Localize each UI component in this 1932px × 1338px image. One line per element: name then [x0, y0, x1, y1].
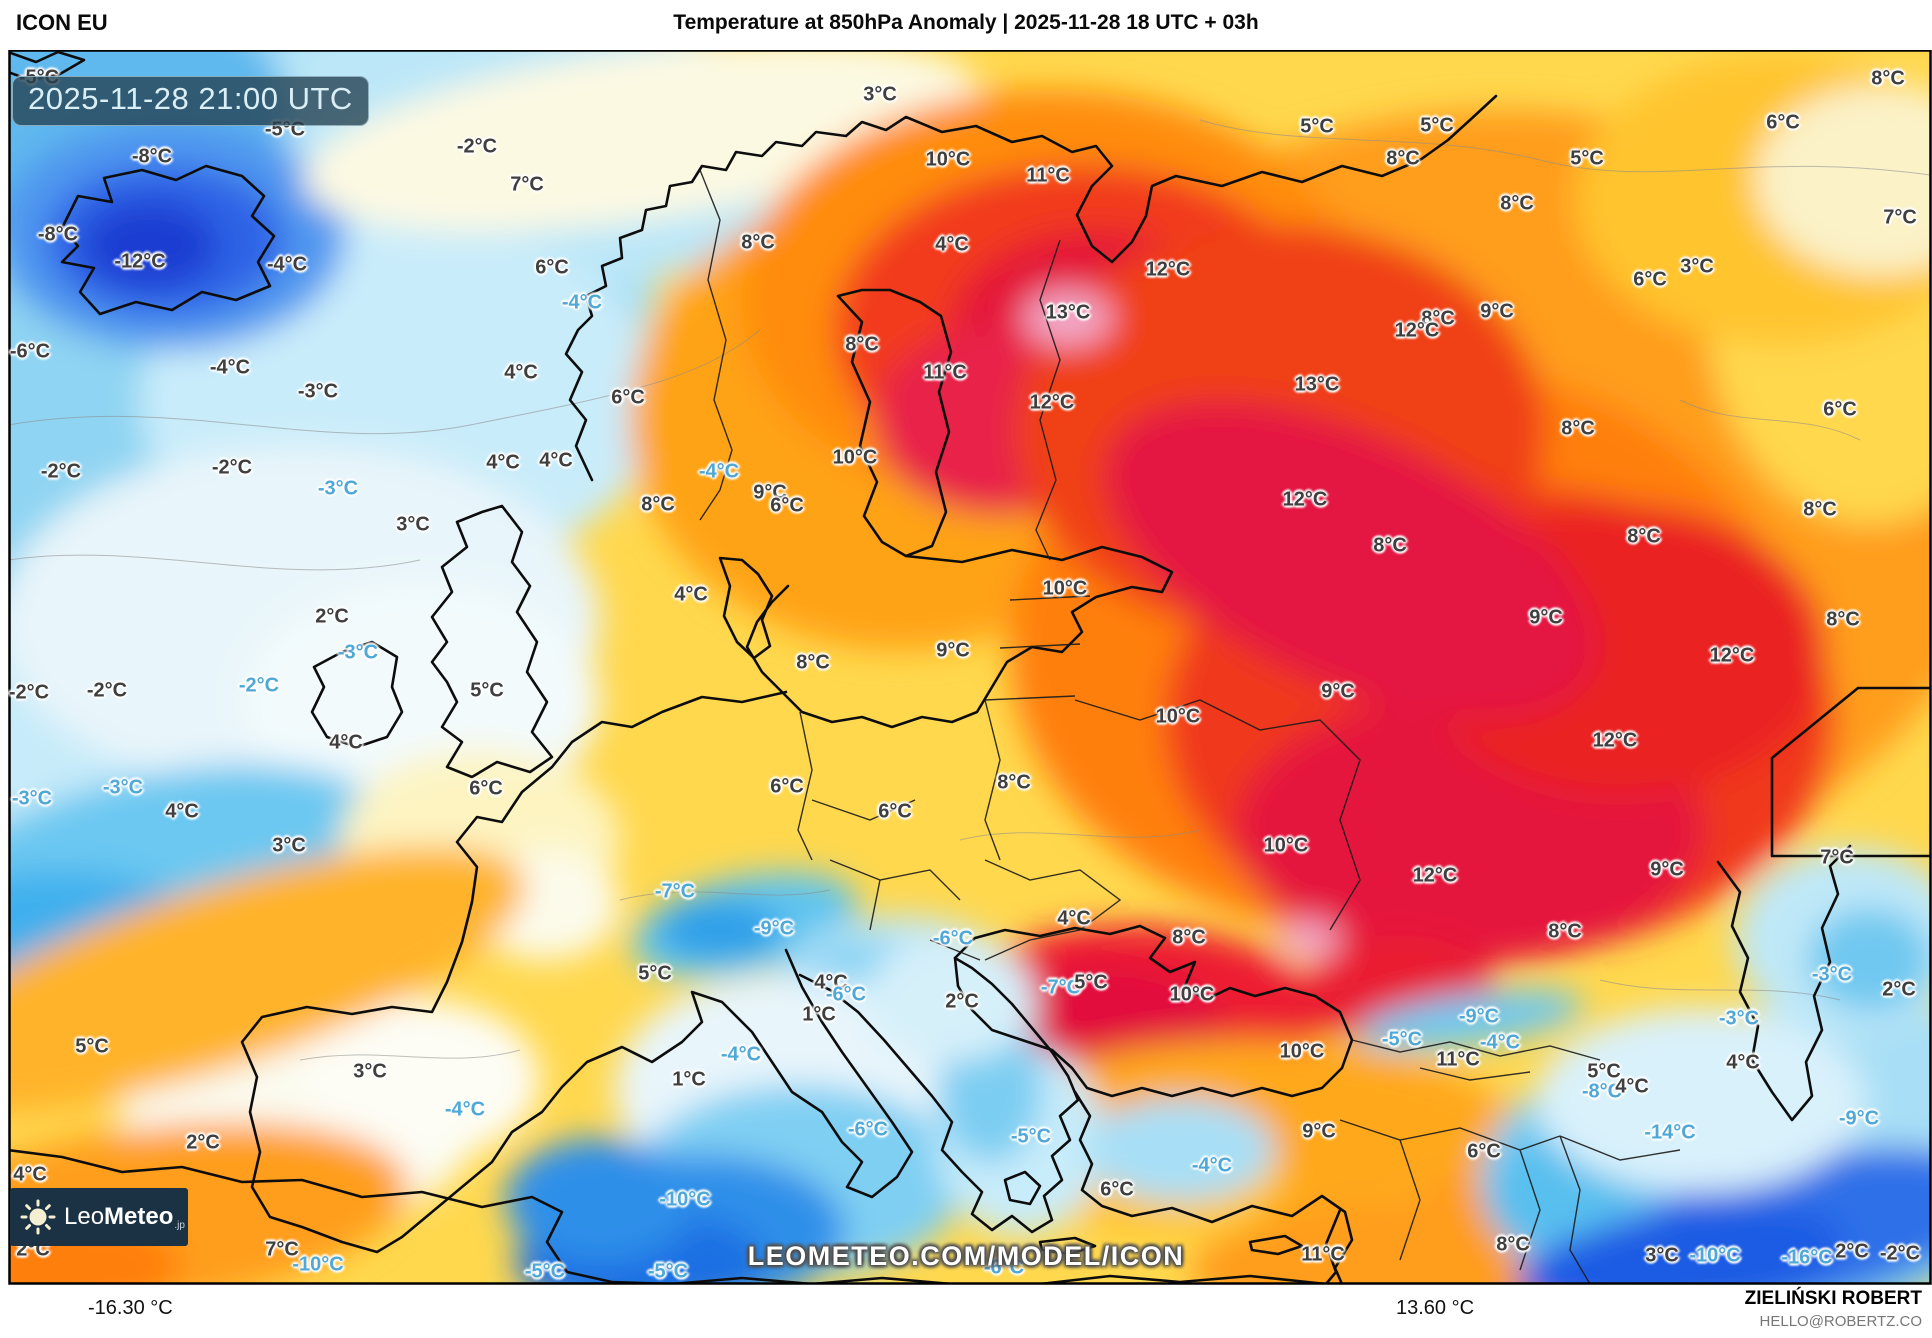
- leometeo-logo: LeoMeteo.jp: [10, 1188, 188, 1246]
- logo-text: LeoMeteo.jp: [64, 1203, 185, 1231]
- header-bar: ICON EU Temperature at 850hPa Anomaly | …: [0, 0, 1932, 50]
- sun-icon: [20, 1199, 56, 1235]
- scale-max-label: 13.60 °C: [1396, 1297, 1475, 1319]
- map-title: Temperature at 850hPa Anomaly | 2025-11-…: [673, 11, 1259, 34]
- contact-email: HELLO@ROBERTZ.CO: [1759, 1313, 1922, 1330]
- scale-min-label: -16.30 °C: [88, 1297, 173, 1319]
- author-credit: ZIELIŃSKI ROBERT: [1744, 1288, 1922, 1309]
- watermark-url: LEOMETEO.COM/MODEL/ICON: [747, 1241, 1185, 1271]
- country-borders: [699, 169, 1681, 1284]
- valid-time-badge: 2025-11-28 21:00 UTC: [12, 76, 369, 126]
- coastlines: [9, 50, 1930, 1284]
- model-name: ICON EU: [16, 10, 108, 35]
- map-border: [8, 49, 1932, 1285]
- footer-bar: [0, 1286, 1932, 1338]
